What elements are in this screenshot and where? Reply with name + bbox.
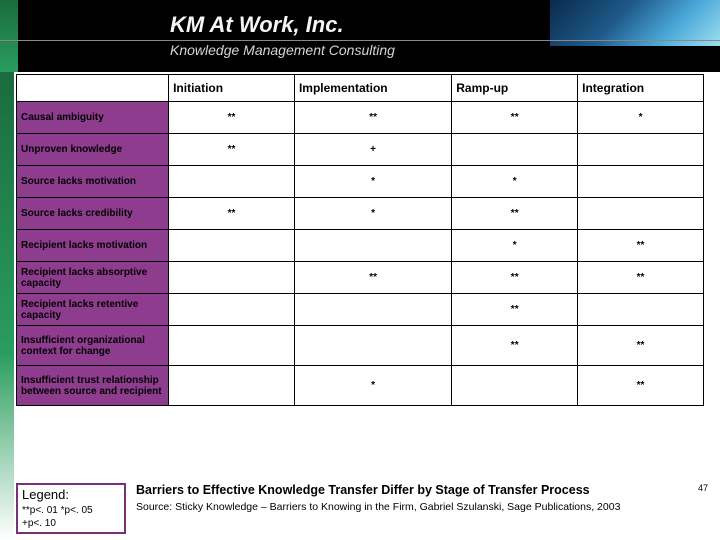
table-cell: ** — [452, 294, 578, 326]
content-area: Initiation Implementation Ramp-up Integr… — [0, 74, 720, 406]
table-cell: + — [294, 134, 451, 166]
table-cell — [294, 294, 451, 326]
footer-source: Source: Sticky Knowledge – Barriers to K… — [136, 501, 708, 513]
table-cell: * — [294, 366, 451, 406]
col-initiation: Initiation — [169, 75, 295, 102]
col-integration: Integration — [578, 75, 704, 102]
company-tagline: Knowledge Management Consulting — [170, 42, 395, 58]
table-row: Source lacks credibility***** — [17, 198, 704, 230]
table-row: Recipient lacks retentive capacity ** — [17, 294, 704, 326]
table-row: Recipient lacks motivation *** — [17, 230, 704, 262]
table-cell — [578, 166, 704, 198]
table-cell: ** — [294, 102, 451, 134]
table-cell — [169, 294, 295, 326]
table-cell: ** — [578, 230, 704, 262]
table-cell: ** — [452, 326, 578, 366]
table-row: Source lacks motivation ** — [17, 166, 704, 198]
row-label: Recipient lacks motivation — [17, 230, 169, 262]
row-label: Recipient lacks retentive capacity — [17, 294, 169, 326]
legend-line2: +p<. 10 — [22, 517, 120, 530]
row-label: Causal ambiguity — [17, 102, 169, 134]
table-cell: ** — [578, 262, 704, 294]
table-row: Insufficient trust relationship between … — [17, 366, 704, 406]
table-cell: ** — [169, 198, 295, 230]
table-cell — [169, 366, 295, 406]
table-cell: * — [294, 198, 451, 230]
row-label: Unproven knowledge — [17, 134, 169, 166]
table-cell — [294, 230, 451, 262]
footer-area: Legend: **p<. 01 *p<. 05 +p<. 10 Barrier… — [16, 483, 708, 534]
footer-text: Barriers to Effective Knowledge Transfer… — [136, 483, 708, 513]
table-cell — [169, 166, 295, 198]
table-row: Insufficient organizational context for … — [17, 326, 704, 366]
table-header-row: Initiation Implementation Ramp-up Integr… — [17, 75, 704, 102]
legend-line1: **p<. 01 *p<. 05 — [22, 504, 120, 517]
table-cell: * — [578, 102, 704, 134]
table-corner-cell — [17, 75, 169, 102]
header: KM At Work, Inc. Knowledge Management Co… — [0, 0, 720, 72]
legend-title: Legend: — [22, 487, 120, 504]
table-cell: ** — [578, 366, 704, 406]
table-cell — [169, 326, 295, 366]
table-cell — [169, 262, 295, 294]
table-cell: ** — [452, 102, 578, 134]
table-cell — [578, 294, 704, 326]
table-cell — [452, 366, 578, 406]
page-number: 47 — [698, 483, 708, 493]
table-cell: * — [294, 166, 451, 198]
table-cell — [294, 326, 451, 366]
legend-box: Legend: **p<. 01 *p<. 05 +p<. 10 — [16, 483, 126, 534]
col-rampup: Ramp-up — [452, 75, 578, 102]
table-cell: ** — [452, 198, 578, 230]
footer-headline: Barriers to Effective Knowledge Transfer… — [136, 483, 708, 497]
row-label: Insufficient organizational context for … — [17, 326, 169, 366]
header-divider — [0, 40, 720, 41]
table-cell: * — [452, 230, 578, 262]
row-label: Recipient lacks absorptive capacity — [17, 262, 169, 294]
table-row: Causal ambiguity******* — [17, 102, 704, 134]
row-label: Source lacks credibility — [17, 198, 169, 230]
table-cell — [578, 198, 704, 230]
table-cell: ** — [294, 262, 451, 294]
table-cell: ** — [169, 102, 295, 134]
barriers-table: Initiation Implementation Ramp-up Integr… — [16, 74, 704, 406]
table-cell — [578, 134, 704, 166]
table-row: Unproven knowledge**+ — [17, 134, 704, 166]
table-cell: * — [452, 166, 578, 198]
row-label: Source lacks motivation — [17, 166, 169, 198]
table-cell: ** — [452, 262, 578, 294]
table-cell: ** — [578, 326, 704, 366]
table-cell — [452, 134, 578, 166]
company-title: KM At Work, Inc. — [170, 12, 344, 38]
table-cell: ** — [169, 134, 295, 166]
table-row: Recipient lacks absorptive capacity*****… — [17, 262, 704, 294]
table-cell — [169, 230, 295, 262]
row-label: Insufficient trust relationship between … — [17, 366, 169, 406]
col-implementation: Implementation — [294, 75, 451, 102]
footer-headline-text: Barriers to Effective Knowledge Transfer… — [136, 483, 590, 497]
header-accent-left — [0, 0, 18, 72]
